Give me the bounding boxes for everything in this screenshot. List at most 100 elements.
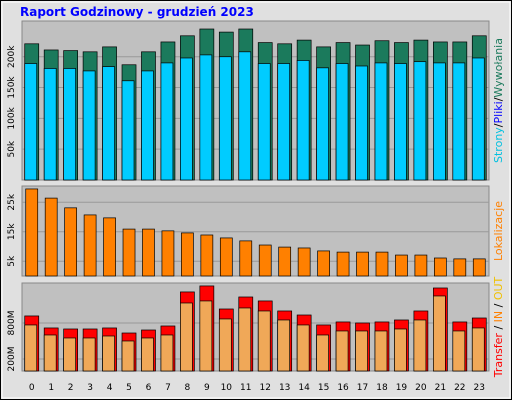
bar: [122, 228, 136, 277]
bar: [239, 240, 253, 277]
bar: [433, 295, 446, 372]
bar: [218, 56, 232, 181]
bar: [24, 324, 38, 372]
bar: [102, 335, 115, 372]
bar: [355, 65, 368, 181]
bar: [219, 237, 233, 277]
bar: [335, 63, 349, 181]
bar: [335, 330, 349, 372]
x-tick-label: 16: [337, 383, 349, 393]
bar: [238, 307, 252, 372]
bar: [102, 66, 115, 181]
axis-label-part: OUT: [492, 276, 505, 300]
bar: [316, 334, 329, 372]
bar: [296, 60, 310, 181]
bar: [83, 214, 97, 277]
bar: [471, 327, 485, 372]
axis-label-part: IN: [492, 311, 505, 322]
bar: [374, 62, 388, 181]
y-tick-label: 800M: [7, 311, 17, 336]
x-tick-label: 21: [435, 383, 446, 393]
bar: [278, 246, 292, 277]
bar: [452, 62, 466, 181]
bar: [257, 63, 271, 181]
bar: [63, 68, 76, 181]
bar: [121, 80, 135, 181]
bar: [200, 234, 214, 277]
bar: [336, 251, 350, 277]
axis-label-part: Pliki: [492, 101, 505, 123]
bar: [181, 232, 194, 277]
x-tick-label: 6: [146, 383, 152, 393]
bar: [413, 61, 427, 181]
bar: [199, 54, 213, 181]
bar: [472, 258, 486, 277]
x-tick-label: 22: [454, 383, 465, 393]
bar: [121, 340, 135, 372]
axis-label: Transfer / IN / OUT: [492, 276, 505, 378]
bar: [296, 324, 310, 372]
x-tick-label: 0: [29, 383, 35, 393]
bar: [199, 300, 213, 372]
bar: [82, 337, 96, 372]
bar: [434, 257, 447, 277]
bar: [394, 63, 407, 181]
bar: [161, 230, 175, 277]
bar: [452, 330, 466, 372]
bar: [141, 337, 154, 372]
bar: [103, 217, 116, 277]
y-tick-label: 200M: [7, 347, 17, 372]
axis-label: Lokalizacje: [492, 201, 505, 261]
bar: [64, 207, 77, 277]
bar: [374, 330, 388, 372]
x-tick-label: 23: [474, 383, 485, 393]
x-tick-label: 19: [396, 383, 408, 393]
x-tick-label: 11: [240, 383, 251, 393]
bar: [160, 334, 174, 372]
bar: [414, 254, 428, 277]
axis-label-part: /: [492, 123, 505, 127]
bar: [238, 51, 252, 181]
bar: [355, 330, 368, 372]
axis-label-part: Transfer: [492, 333, 505, 379]
bar: [394, 328, 407, 372]
bar: [375, 251, 389, 277]
bar: [25, 188, 39, 277]
y-tick-label: 200k: [7, 45, 17, 68]
bar: [277, 319, 291, 372]
bar: [471, 57, 485, 181]
bar: [316, 67, 329, 181]
y-tick-label: 150k: [7, 76, 17, 99]
bar: [43, 68, 57, 181]
x-tick-label: 1: [48, 383, 54, 393]
bar: [180, 57, 193, 181]
bar: [395, 254, 408, 277]
y-tick-label: 100k: [7, 106, 17, 129]
bar: [297, 247, 311, 277]
bar: [141, 70, 154, 181]
x-tick-label: 13: [279, 383, 290, 393]
bar: [356, 251, 369, 277]
bar: [180, 302, 193, 372]
bar: [277, 63, 291, 181]
axis-label-part: Strony: [492, 127, 505, 163]
bar: [63, 337, 76, 372]
axis-label-part: Lokalizacje: [492, 201, 505, 261]
axis-label-part: Wywołania: [492, 38, 505, 98]
bar: [44, 197, 58, 277]
bar: [413, 319, 427, 372]
x-tick-label: 18: [376, 383, 388, 393]
x-tick-label: 5: [126, 383, 132, 393]
x-tick-label: 7: [165, 383, 171, 393]
x-tick-label: 14: [298, 383, 310, 393]
axis-label: Strony/Pliki/Wywołania: [492, 38, 505, 163]
axis-label-part: /: [492, 322, 505, 333]
x-tick-label: 4: [107, 383, 113, 393]
x-tick-label: 8: [185, 383, 191, 393]
bar: [257, 310, 271, 372]
axis-label-part: /: [492, 300, 505, 311]
axis-label-part: /: [492, 97, 505, 101]
title: Raport Godzinowy - grudzień 2023: [20, 5, 254, 19]
bar: [317, 250, 330, 277]
bar: [453, 258, 467, 277]
